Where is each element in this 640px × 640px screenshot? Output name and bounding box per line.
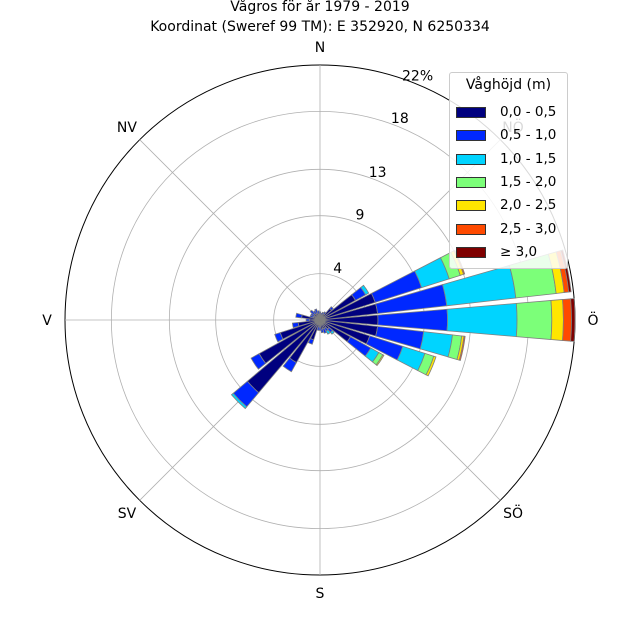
direction-label: SV [118,506,137,522]
rose-bar-segment [305,318,311,322]
rose-bar-segment [329,329,335,335]
rose-bar-segment [314,308,319,315]
rose-bar-segment [309,309,316,316]
direction-label: V [42,313,52,329]
legend-swatch [456,130,486,142]
rose-bar-segment [316,326,320,331]
legend-swatch [456,176,486,188]
rose-bar-segment [515,300,553,340]
chart-title: Vågros för år 1979 - 2019 [230,0,410,15]
rose-bar-segment [307,337,315,345]
rose-bar-segment [230,392,248,410]
rose-bar-segment [310,312,316,318]
chart-subtitle: Koordinat (Sweref 99 TM): E 352920, N 62… [150,19,490,35]
rose-bar-segment [318,326,322,331]
legend-swatch [456,246,486,258]
rose-bar-segment [320,328,325,334]
rose-bar-segment [250,353,267,370]
rose-bar-segment [309,314,315,319]
rose-bar-segment [375,354,385,367]
rose-bar-segment [425,355,437,377]
legend-swatch [456,153,486,165]
rose-bar-segment [295,312,303,319]
rose-bar-segment [322,311,327,316]
radial-tick-label: 4 [333,261,342,277]
direction-label: N [315,40,325,56]
radial-tick-label: 22% [402,68,433,84]
spoke-gridline [319,319,501,501]
legend-label: 1,0 - 1,5 [500,150,557,167]
direction-label: NV [117,120,137,136]
rose-bar-segment [291,322,300,329]
rose-bar-segment [325,329,331,335]
radial-tick-label: 18 [391,111,409,127]
legend-swatch [456,107,486,118]
direction-label: S [316,586,325,602]
rose-bar-segment [458,335,466,361]
legend-title: Våghöjd (m) [465,77,552,93]
legend-label: 2,0 - 2,5 [500,197,557,214]
spoke-gridline [139,139,321,321]
rose-bar-segment [321,311,325,316]
rose-bar-segment [274,332,284,343]
legend-label: 2,5 - 3,0 [500,220,557,237]
rose-bar-segment [562,298,572,342]
direction-label: SÖ [503,504,523,522]
legend-swatch [456,200,486,212]
direction-label: Ö [587,311,598,329]
rose-bar-segment [320,312,323,317]
legend-label: 1,5 - 2,0 [500,173,557,190]
rose-bar-segment [570,298,576,342]
radial-tick-label: 13 [369,165,387,181]
rose-bar-segment [550,299,564,341]
legend-label: ≥ 3,0 [500,243,538,260]
rose-bar-segment [312,310,318,316]
legend: Våghöjd (m) 0,0 - 0,5 0,5 - 1,0 1,0 - 1,5 1… [449,72,568,269]
rose-bar-segment [322,327,327,334]
legend-label: 0,0 - 0,5 [500,104,557,120]
legend-label: 0,5 - 1,0 [500,127,557,144]
rose-bar-segment [329,306,334,311]
legend-swatch [456,223,486,235]
radial-tick-label: 9 [355,208,364,224]
rose-bar-segment [282,357,298,373]
rose-bar-segment [446,302,518,338]
rose-bar-segment [360,284,370,296]
